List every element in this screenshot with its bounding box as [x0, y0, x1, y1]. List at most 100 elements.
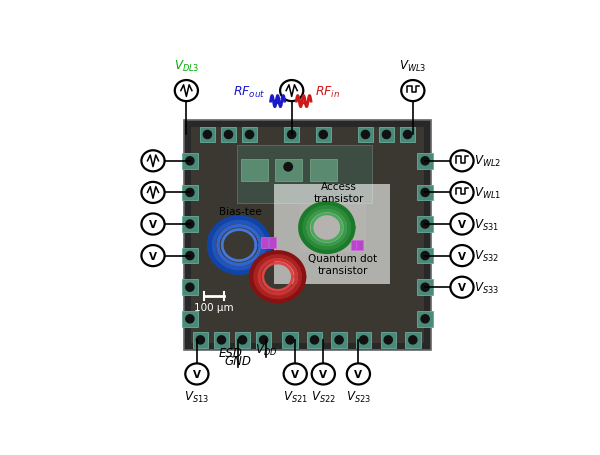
- Circle shape: [287, 131, 296, 139]
- Circle shape: [186, 283, 194, 292]
- Circle shape: [409, 336, 417, 344]
- FancyBboxPatch shape: [358, 127, 373, 143]
- Text: $V_{S33}$: $V_{S33}$: [474, 280, 499, 295]
- Circle shape: [421, 315, 429, 323]
- Text: ESD: ESD: [219, 346, 243, 359]
- Circle shape: [186, 221, 194, 228]
- FancyBboxPatch shape: [242, 127, 257, 143]
- Text: $V_{S13}$: $V_{S13}$: [184, 389, 209, 404]
- Text: Bias-tee: Bias-tee: [219, 207, 262, 217]
- FancyBboxPatch shape: [182, 248, 197, 264]
- Circle shape: [310, 336, 319, 344]
- FancyBboxPatch shape: [331, 333, 347, 348]
- Circle shape: [361, 131, 370, 139]
- FancyBboxPatch shape: [418, 280, 433, 295]
- Circle shape: [359, 336, 368, 344]
- Text: $V_{WL3}$: $V_{WL3}$: [399, 59, 427, 74]
- FancyBboxPatch shape: [350, 240, 358, 251]
- Text: $RF_{out}$: $RF_{out}$: [233, 85, 265, 100]
- FancyBboxPatch shape: [400, 127, 415, 143]
- Circle shape: [186, 189, 194, 197]
- Text: V: V: [319, 369, 328, 379]
- FancyBboxPatch shape: [379, 127, 394, 143]
- FancyBboxPatch shape: [418, 154, 433, 169]
- Circle shape: [186, 252, 194, 260]
- FancyBboxPatch shape: [418, 311, 433, 327]
- FancyBboxPatch shape: [269, 238, 276, 248]
- FancyBboxPatch shape: [214, 333, 229, 348]
- Text: Access
transistor: Access transistor: [313, 182, 364, 203]
- FancyBboxPatch shape: [235, 333, 250, 348]
- FancyBboxPatch shape: [261, 238, 268, 248]
- Circle shape: [421, 283, 429, 292]
- FancyBboxPatch shape: [193, 333, 208, 348]
- Circle shape: [421, 189, 429, 197]
- FancyBboxPatch shape: [200, 127, 215, 143]
- Circle shape: [186, 315, 194, 323]
- Text: $V_{S23}$: $V_{S23}$: [346, 389, 371, 404]
- Text: $V_{S21}$: $V_{S21}$: [283, 389, 308, 404]
- Circle shape: [260, 336, 268, 344]
- FancyBboxPatch shape: [274, 184, 390, 284]
- Circle shape: [421, 252, 429, 260]
- Text: $V_{DL3}$: $V_{DL3}$: [173, 59, 199, 74]
- Circle shape: [203, 131, 212, 139]
- Circle shape: [284, 163, 292, 172]
- FancyBboxPatch shape: [237, 146, 373, 203]
- Circle shape: [421, 221, 429, 228]
- FancyBboxPatch shape: [184, 121, 431, 351]
- FancyBboxPatch shape: [356, 240, 363, 251]
- FancyBboxPatch shape: [182, 311, 197, 327]
- Text: 100 μm: 100 μm: [194, 302, 234, 312]
- Circle shape: [245, 131, 254, 139]
- Text: V: V: [193, 369, 201, 379]
- FancyBboxPatch shape: [182, 185, 197, 201]
- Circle shape: [319, 131, 328, 139]
- Text: V: V: [355, 369, 362, 379]
- Circle shape: [217, 336, 226, 344]
- FancyBboxPatch shape: [282, 333, 298, 348]
- Circle shape: [238, 336, 247, 344]
- Text: V: V: [149, 219, 157, 229]
- Text: $V_{S32}$: $V_{S32}$: [474, 248, 499, 263]
- Text: V: V: [458, 283, 466, 293]
- Text: $V_{S31}$: $V_{S31}$: [474, 217, 499, 232]
- Text: Quantum dot
transistor: Quantum dot transistor: [308, 253, 377, 275]
- Circle shape: [421, 157, 429, 166]
- FancyBboxPatch shape: [310, 160, 337, 182]
- FancyBboxPatch shape: [241, 160, 268, 182]
- FancyBboxPatch shape: [307, 333, 322, 348]
- FancyBboxPatch shape: [300, 165, 367, 253]
- FancyBboxPatch shape: [316, 127, 331, 143]
- FancyBboxPatch shape: [182, 217, 197, 232]
- FancyBboxPatch shape: [256, 333, 271, 348]
- Circle shape: [196, 336, 205, 344]
- Text: V: V: [291, 369, 299, 379]
- Text: $V_{WL1}$: $V_{WL1}$: [474, 186, 502, 201]
- FancyBboxPatch shape: [182, 154, 197, 169]
- FancyBboxPatch shape: [418, 185, 433, 201]
- FancyBboxPatch shape: [356, 333, 371, 348]
- Circle shape: [224, 131, 233, 139]
- FancyBboxPatch shape: [418, 217, 433, 232]
- FancyBboxPatch shape: [380, 333, 396, 348]
- Text: $RF_{in}$: $RF_{in}$: [314, 85, 340, 100]
- FancyBboxPatch shape: [221, 127, 236, 143]
- Text: $V_{DD}$: $V_{DD}$: [255, 343, 278, 358]
- Text: V: V: [458, 251, 466, 261]
- Circle shape: [186, 157, 194, 166]
- Text: V: V: [458, 219, 466, 229]
- Text: $V_{WL2}$: $V_{WL2}$: [474, 154, 501, 169]
- Text: V: V: [149, 251, 157, 261]
- FancyBboxPatch shape: [418, 248, 433, 264]
- Circle shape: [403, 131, 412, 139]
- Text: $V_{S22}$: $V_{S22}$: [311, 389, 336, 404]
- FancyBboxPatch shape: [275, 160, 302, 182]
- Circle shape: [382, 131, 391, 139]
- FancyBboxPatch shape: [182, 280, 197, 295]
- Circle shape: [384, 336, 392, 344]
- Circle shape: [335, 336, 343, 344]
- FancyBboxPatch shape: [284, 127, 299, 143]
- FancyBboxPatch shape: [405, 333, 421, 348]
- FancyBboxPatch shape: [191, 128, 424, 344]
